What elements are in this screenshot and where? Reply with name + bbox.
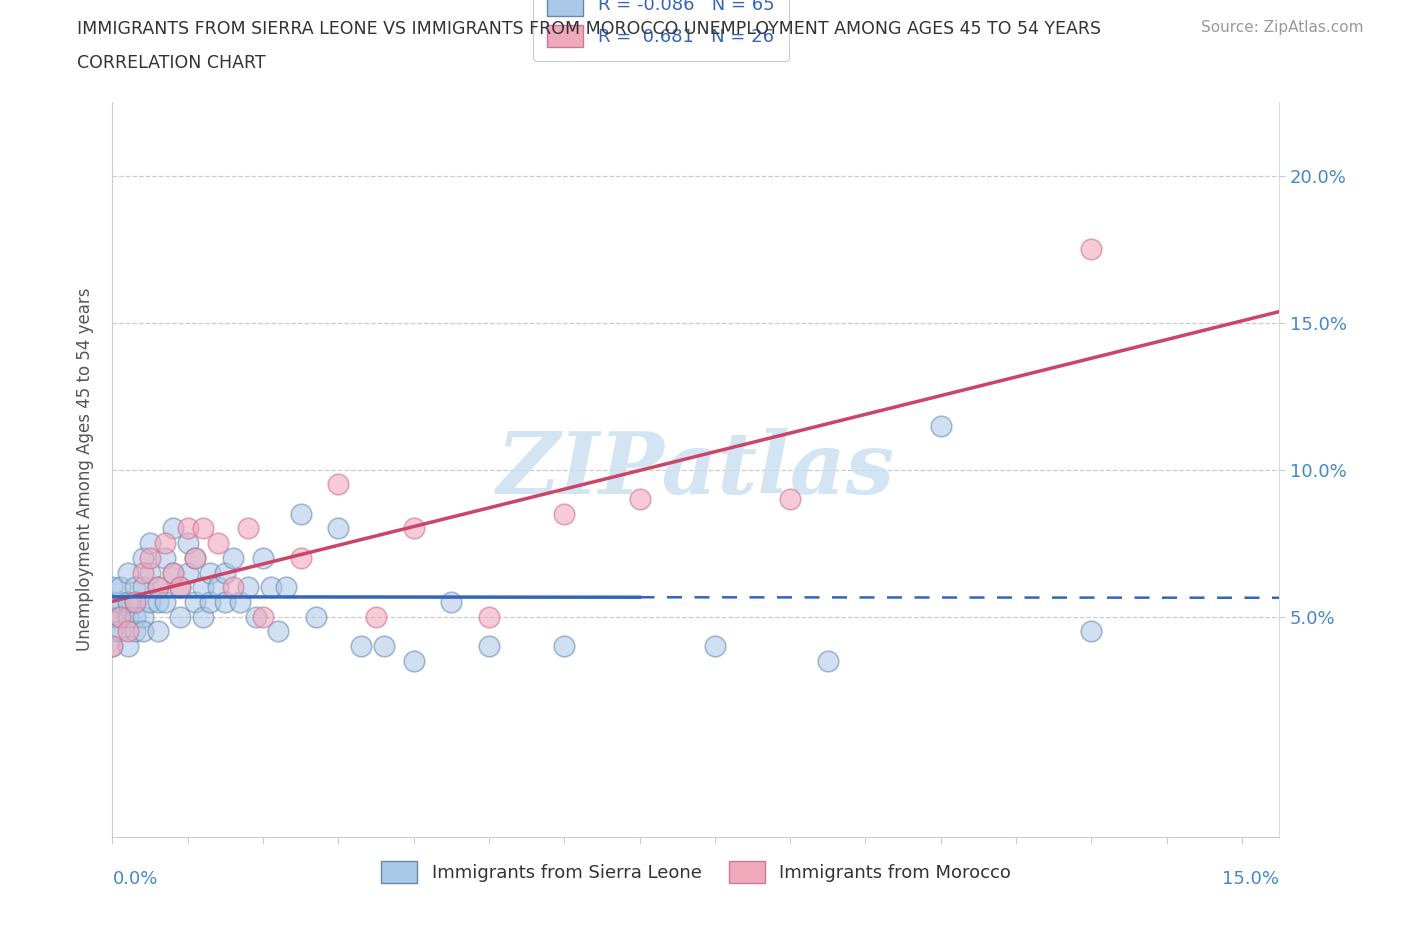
Point	[191, 609, 214, 624]
Point	[177, 521, 200, 536]
Point	[131, 565, 153, 580]
Point	[101, 609, 124, 624]
Point	[779, 492, 801, 507]
Point	[245, 609, 267, 624]
Point	[117, 565, 139, 580]
Point	[364, 609, 387, 624]
Point	[184, 551, 207, 565]
Point	[553, 506, 575, 521]
Point	[290, 551, 312, 565]
Point	[146, 624, 169, 639]
Point	[124, 609, 146, 624]
Point	[124, 594, 146, 609]
Point	[162, 521, 184, 536]
Point	[131, 579, 153, 594]
Point	[108, 624, 131, 639]
Point	[162, 565, 184, 580]
Point	[817, 653, 839, 668]
Point	[117, 594, 139, 609]
Text: CORRELATION CHART: CORRELATION CHART	[77, 54, 266, 72]
Point	[146, 594, 169, 609]
Point	[184, 551, 207, 565]
Point	[1080, 242, 1102, 257]
Point	[108, 579, 131, 594]
Point	[207, 579, 229, 594]
Point	[124, 594, 146, 609]
Point	[184, 594, 207, 609]
Point	[101, 579, 124, 594]
Point	[191, 521, 214, 536]
Point	[274, 579, 297, 594]
Point	[153, 551, 176, 565]
Point	[131, 624, 153, 639]
Point	[207, 536, 229, 551]
Point	[117, 639, 139, 654]
Point	[252, 609, 274, 624]
Point	[108, 594, 131, 609]
Point	[124, 579, 146, 594]
Point	[267, 624, 290, 639]
Point	[200, 594, 222, 609]
Point	[222, 579, 245, 594]
Point	[214, 594, 236, 609]
Point	[153, 536, 176, 551]
Point	[236, 579, 259, 594]
Point	[101, 624, 124, 639]
Point	[101, 639, 124, 654]
Point	[177, 536, 200, 551]
Point	[305, 609, 328, 624]
Point	[703, 639, 725, 654]
Point	[117, 609, 139, 624]
Point	[169, 579, 191, 594]
Point	[553, 639, 575, 654]
Point	[139, 565, 162, 580]
Point	[139, 536, 162, 551]
Point	[139, 551, 162, 565]
Point	[252, 551, 274, 565]
Point	[146, 579, 169, 594]
Point	[200, 565, 222, 580]
Point	[153, 594, 176, 609]
Text: 0.0%: 0.0%	[112, 870, 157, 888]
Text: Source: ZipAtlas.com: Source: ZipAtlas.com	[1201, 20, 1364, 35]
Point	[328, 521, 350, 536]
Point	[328, 477, 350, 492]
Point	[259, 579, 281, 594]
Point	[117, 624, 139, 639]
Point	[146, 579, 169, 594]
Point	[929, 418, 952, 433]
Point	[191, 579, 214, 594]
Point	[101, 639, 124, 654]
Point	[108, 609, 131, 624]
Point	[236, 521, 259, 536]
Point	[402, 653, 425, 668]
Point	[229, 594, 252, 609]
Point	[169, 579, 191, 594]
Text: IMMIGRANTS FROM SIERRA LEONE VS IMMIGRANTS FROM MOROCCO UNEMPLOYMENT AMONG AGES : IMMIGRANTS FROM SIERRA LEONE VS IMMIGRAN…	[77, 20, 1101, 38]
Point	[131, 609, 153, 624]
Point	[169, 609, 191, 624]
Legend: Immigrants from Sierra Leone, Immigrants from Morocco: Immigrants from Sierra Leone, Immigrants…	[374, 854, 1018, 890]
Y-axis label: Unemployment Among Ages 45 to 54 years: Unemployment Among Ages 45 to 54 years	[76, 288, 94, 651]
Point	[222, 551, 245, 565]
Point	[162, 565, 184, 580]
Text: ZIPatlas: ZIPatlas	[496, 428, 896, 512]
Point	[478, 609, 501, 624]
Point	[214, 565, 236, 580]
Point	[402, 521, 425, 536]
Point	[139, 594, 162, 609]
Point	[124, 624, 146, 639]
Point	[131, 551, 153, 565]
Point	[1080, 624, 1102, 639]
Point	[350, 639, 373, 654]
Point	[177, 565, 200, 580]
Text: 15.0%: 15.0%	[1222, 870, 1279, 888]
Point	[440, 594, 463, 609]
Point	[628, 492, 651, 507]
Point	[101, 594, 124, 609]
Point	[373, 639, 395, 654]
Point	[290, 506, 312, 521]
Point	[478, 639, 501, 654]
Point	[108, 609, 131, 624]
